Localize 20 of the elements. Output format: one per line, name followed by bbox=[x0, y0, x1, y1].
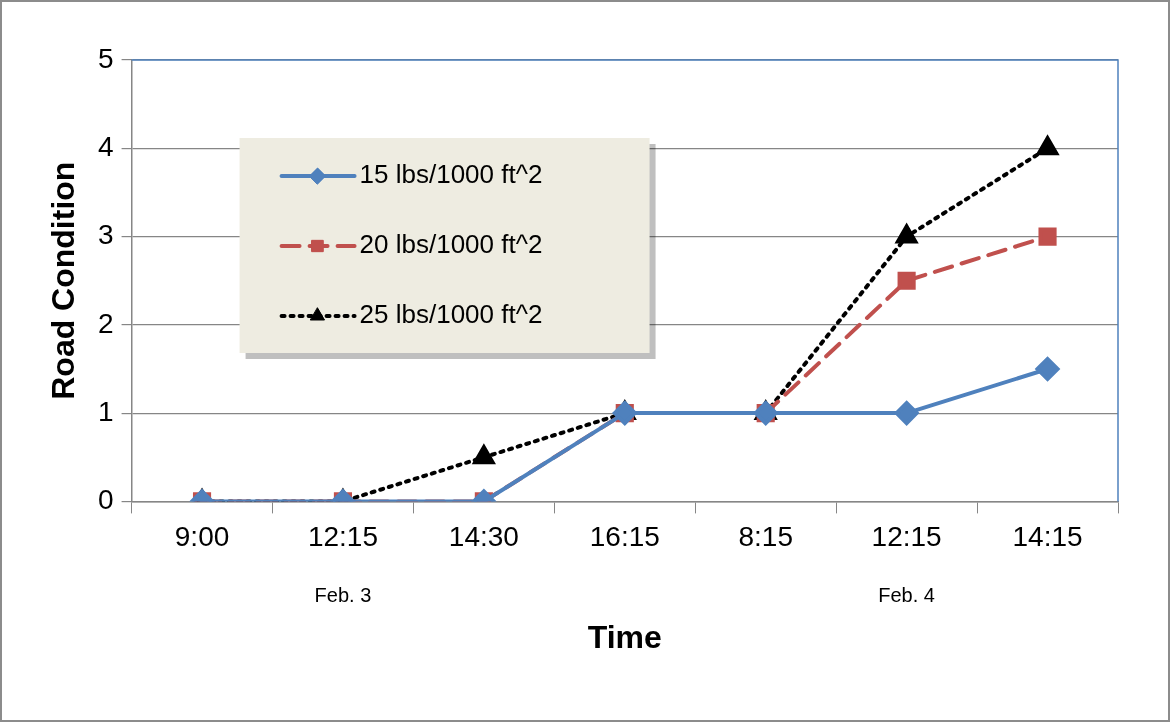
text: Feb. 4 bbox=[878, 583, 935, 606]
x-tick-label: 8:15 bbox=[738, 520, 793, 552]
y-axis-title: Road Condition bbox=[44, 161, 81, 400]
legend-label: 20 lbs/1000 ft^2 bbox=[359, 229, 543, 260]
text: Feb. 3 bbox=[314, 583, 372, 606]
legend-label: 15 lbs/1000 ft^2 bbox=[359, 159, 543, 190]
y-tick-label: 3 bbox=[97, 219, 114, 251]
x-tick-label: 14:30 bbox=[448, 520, 519, 552]
x-tick-label: 9:00 bbox=[174, 520, 230, 552]
legend-label: 25 lbs/1000 ft^2 bbox=[359, 299, 543, 330]
y-tick-label: 0 bbox=[97, 484, 114, 516]
x-tick-label: 16:15 bbox=[589, 520, 660, 552]
y-tick-label: 5 bbox=[97, 42, 114, 74]
x-tick-label: 12:15 bbox=[307, 520, 378, 552]
x-axis-title: Time bbox=[587, 619, 662, 656]
y-tick-label: 1 bbox=[97, 395, 114, 427]
x-tick-label: 12:15 bbox=[871, 520, 942, 552]
x-tick-label: 14:15 bbox=[1012, 520, 1083, 552]
y-tick-label: 4 bbox=[97, 131, 114, 162]
y-tick-label: 2 bbox=[97, 307, 114, 339]
